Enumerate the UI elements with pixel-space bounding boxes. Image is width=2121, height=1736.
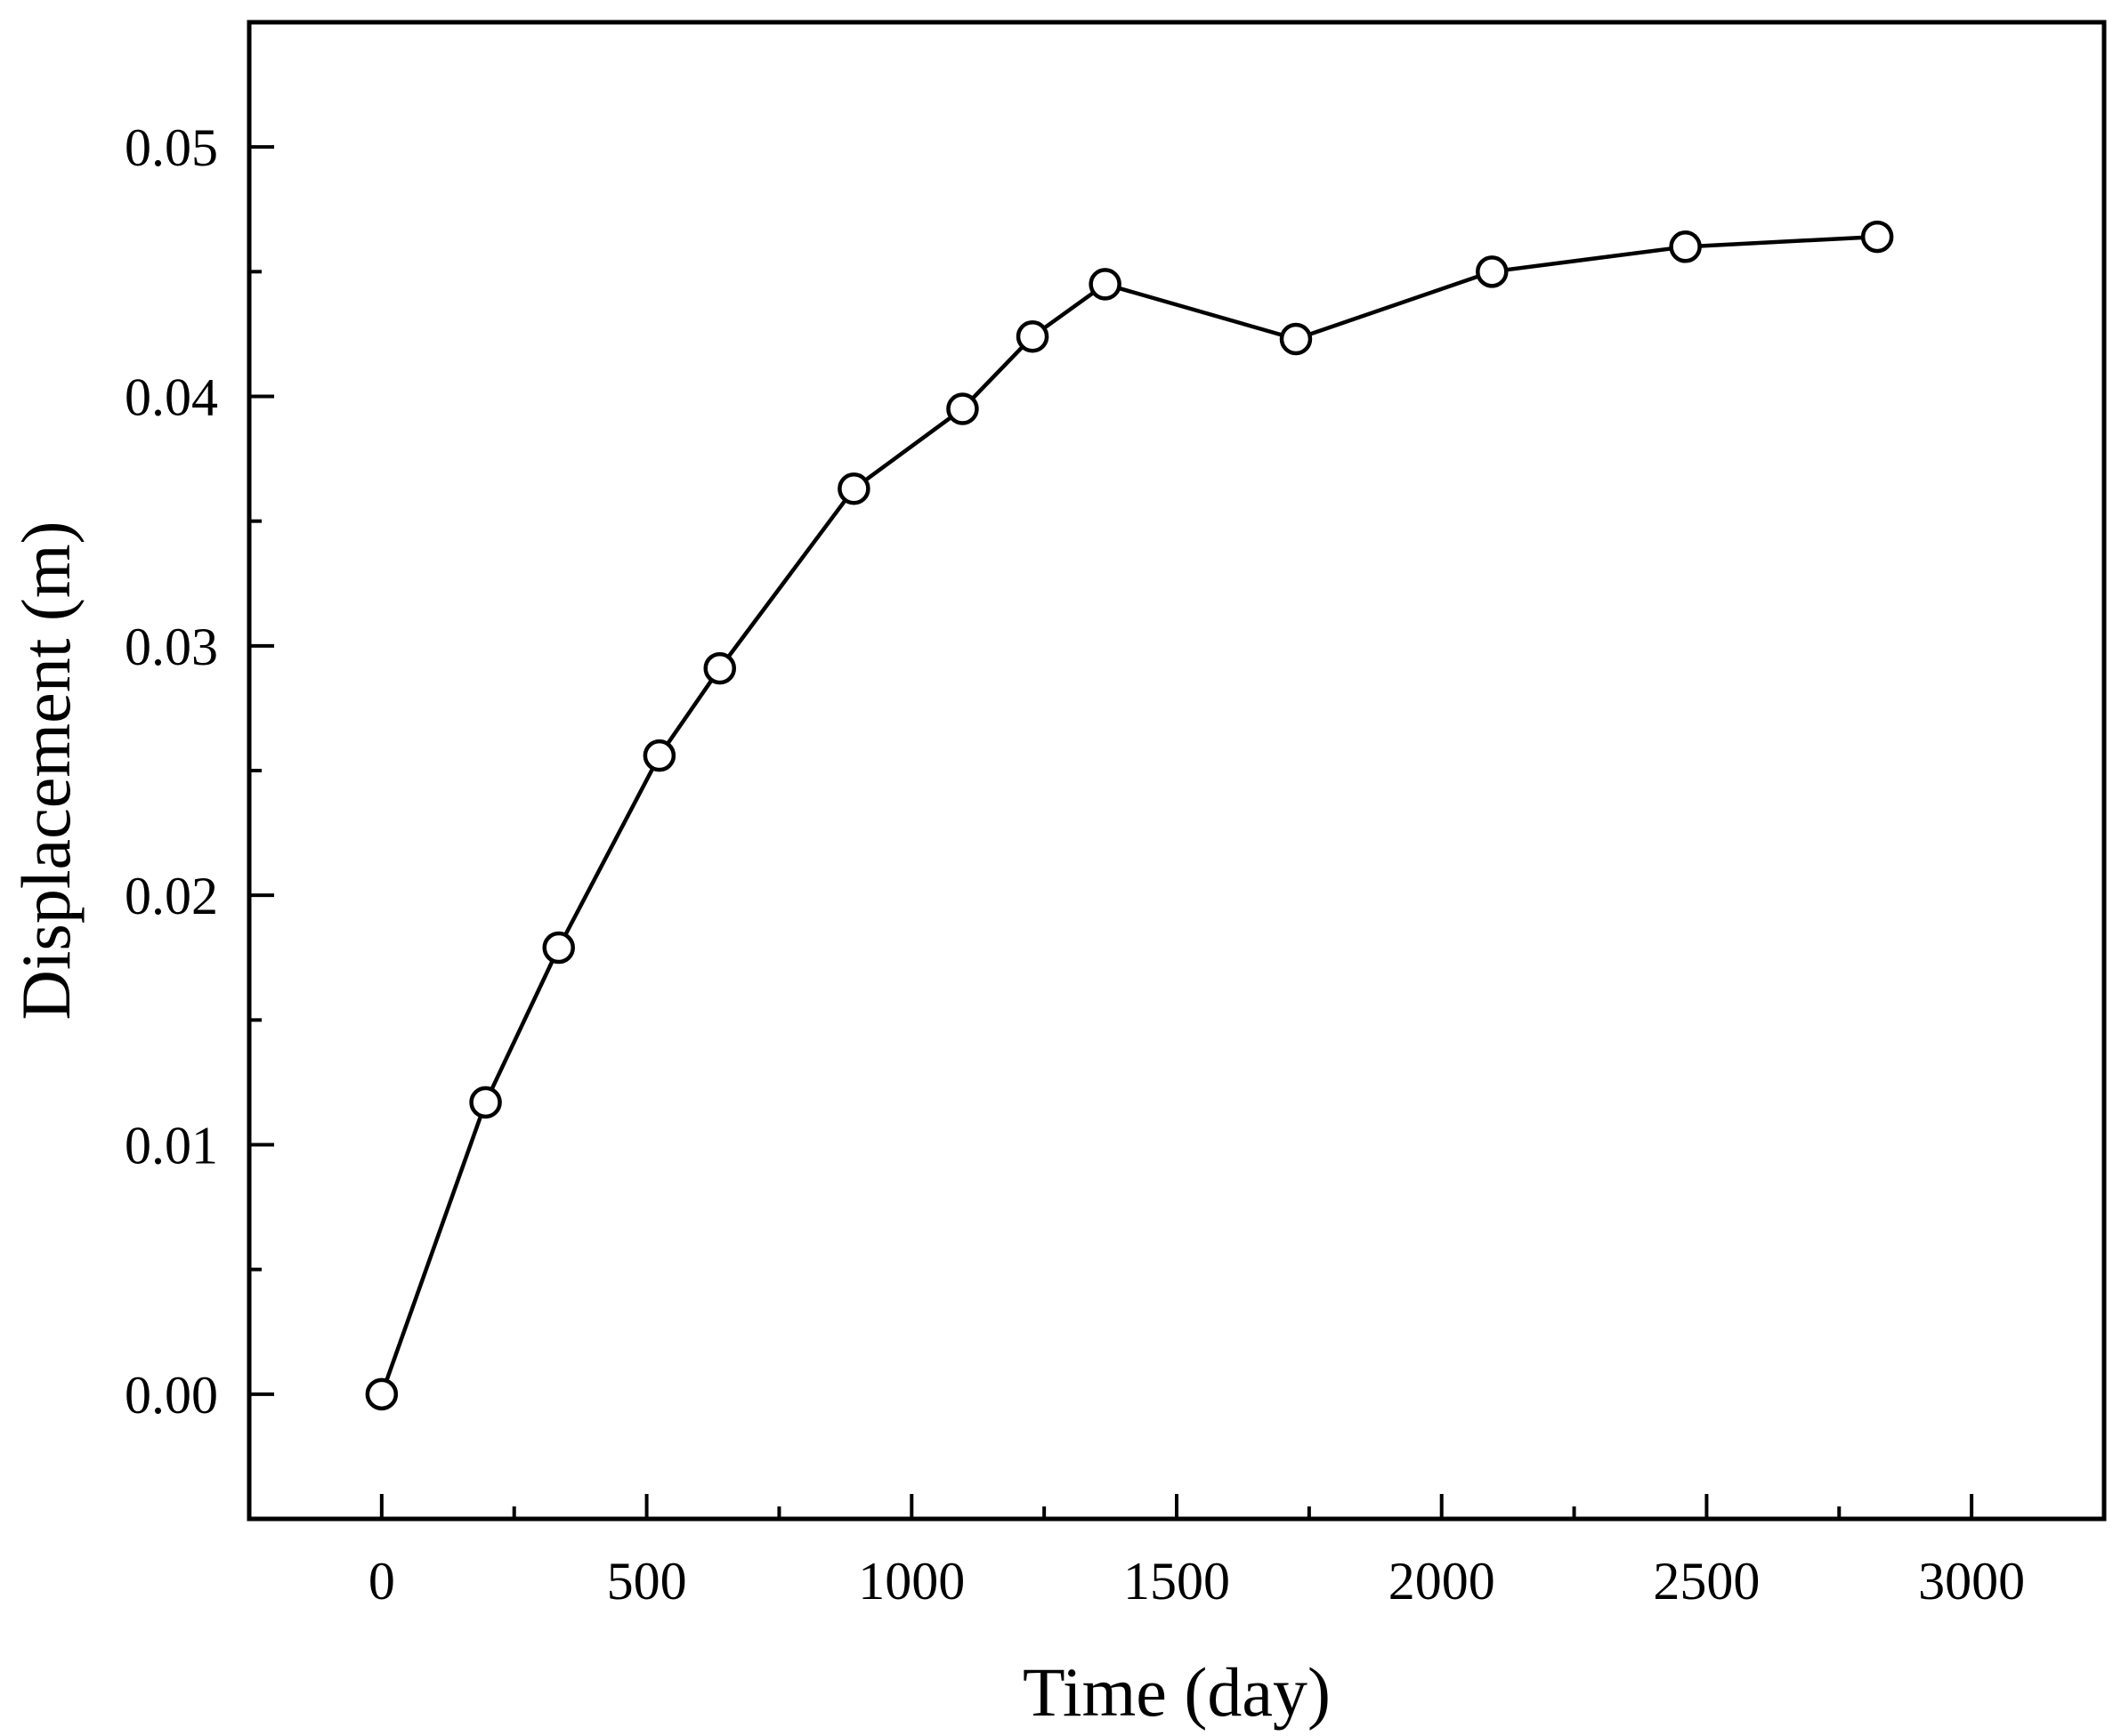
y-axis-ticks: [249, 145, 274, 1396]
data-point: [643, 739, 676, 772]
y-tick-label: 0.00: [125, 1366, 218, 1425]
y-axis-title: Displacement (m): [7, 521, 85, 1021]
x-tick-label: 1500: [1123, 1552, 1230, 1611]
data-point: [1476, 255, 1509, 288]
series-line: [379, 234, 1878, 1395]
data-point: [365, 1377, 399, 1411]
x-axis-tick-labels: 0 500 1000 1500 2000 2500 3000: [368, 1552, 2025, 1611]
data-point: [1860, 220, 1894, 254]
y-tick-label: 0.02: [125, 867, 218, 925]
x-axis-title: Time (day): [1023, 1653, 1331, 1731]
data-point: [703, 651, 736, 685]
x-tick-label: 2000: [1388, 1552, 1495, 1611]
data-point: [946, 392, 979, 425]
x-axis-ticks: [379, 1494, 1974, 1519]
y-tick-label: 0.05: [125, 118, 218, 177]
x-tick-label: 2500: [1653, 1552, 1760, 1611]
x-tick-label: 0: [368, 1552, 395, 1611]
data-point: [838, 472, 870, 505]
data-point: [469, 1086, 502, 1119]
y-axis-tick-labels: 0.00 0.01 0.02 0.03 0.04 0.05: [125, 118, 218, 1425]
data-point: [1279, 322, 1313, 356]
data-point: [542, 931, 575, 965]
x-tick-label: 1000: [858, 1552, 965, 1611]
data-point: [1016, 319, 1049, 353]
y-tick-label: 0.01: [125, 1117, 218, 1175]
data-point: [1669, 230, 1702, 263]
y-tick-label: 0.04: [125, 368, 218, 427]
plot-frame: [247, 20, 2107, 1522]
y-tick-label: 0.03: [125, 618, 218, 676]
data-point: [1089, 268, 1121, 301]
series-line-path: [379, 234, 1878, 1395]
series-markers: [365, 220, 1894, 1411]
x-tick-label: 3000: [1918, 1552, 2025, 1611]
x-tick-label: 500: [607, 1552, 687, 1611]
